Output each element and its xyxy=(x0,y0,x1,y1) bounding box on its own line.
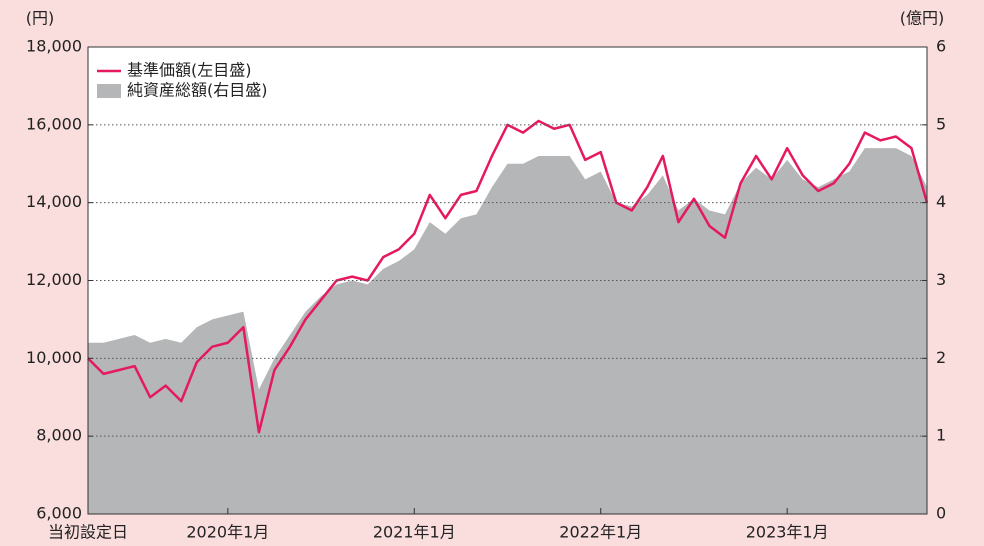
y2-tick-label: 1 xyxy=(936,426,946,445)
legend-label: 基準価額(左目盛) xyxy=(127,61,252,80)
legend-label: 純資産総額(右目盛) xyxy=(127,81,268,100)
y2-tick-label: 3 xyxy=(936,270,946,289)
y-tick-label: 10,000 xyxy=(26,348,82,367)
x-tick-label: 2020年1月 xyxy=(186,523,269,542)
y2-unit-label: (億円) xyxy=(900,9,945,28)
x-tick-label: 2021年1月 xyxy=(373,523,456,542)
y-tick-label: 12,000 xyxy=(26,270,82,289)
line xyxy=(87,119,929,434)
y-tick-label: 8,000 xyxy=(36,426,82,445)
x-tick-label: 2022年1月 xyxy=(559,523,642,542)
y2-tick-label: 5 xyxy=(936,114,946,133)
y2-tick-label: 0 xyxy=(936,504,946,523)
x-tick-label: 当初設定日 xyxy=(48,523,128,542)
y-tick-label: 6,000 xyxy=(36,504,82,523)
y2-tick-label: 4 xyxy=(936,192,946,211)
y-unit-label: (円) xyxy=(26,9,55,28)
y-tick-label: 14,000 xyxy=(26,192,82,211)
y2-tick-label: 6 xyxy=(936,37,946,56)
y-tick-label: 16,000 xyxy=(26,114,82,133)
legend-swatch xyxy=(97,84,121,98)
y-tick-label: 18,000 xyxy=(26,37,82,56)
area xyxy=(88,148,927,514)
plot-frame xyxy=(87,46,928,515)
x-tick-label: 2023年1月 xyxy=(746,523,829,542)
y2-tick-label: 2 xyxy=(936,348,946,367)
